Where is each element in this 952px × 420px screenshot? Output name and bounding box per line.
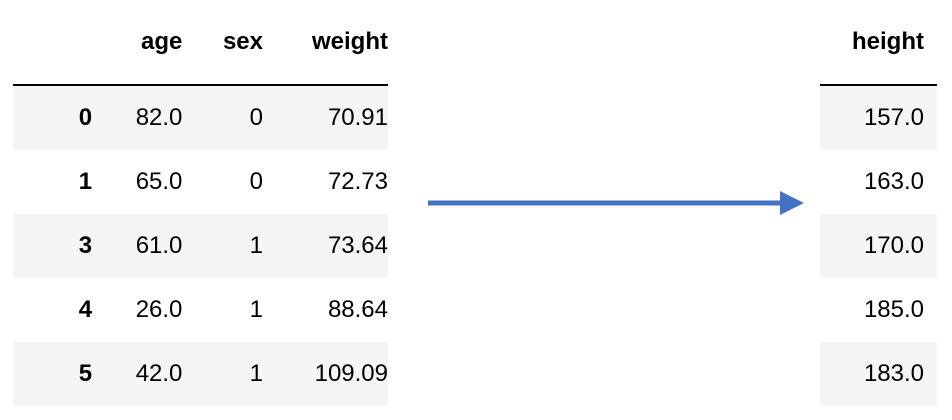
cell-height: 185.0 [863, 296, 924, 323]
table-row: 170.0 [820, 214, 937, 278]
table-row: 1 65.0 0 72.73 [13, 150, 388, 214]
row-index: 4 [78, 296, 93, 323]
table-row: 183.0 [820, 342, 937, 406]
cell-height: 157.0 [863, 104, 924, 131]
cell-age: 61.0 [135, 232, 183, 259]
cell-height: 163.0 [863, 168, 924, 195]
cell-weight: 73.64 [327, 232, 388, 259]
column-header-weight: weight [312, 28, 388, 55]
cell-sex: 1 [249, 232, 263, 259]
table-row: 3 61.0 1 73.64 [13, 214, 388, 278]
cell-sex: 1 [249, 360, 263, 387]
cell-sex: 0 [249, 168, 263, 195]
column-header-age: age [141, 28, 183, 55]
cell-weight: 70.91 [327, 104, 388, 131]
cell-sex: 0 [249, 104, 263, 131]
cell-age: 82.0 [135, 104, 183, 131]
features-table: age sex weight 0 82.0 0 70.91 1 65.0 0 7… [13, 0, 388, 406]
row-index: 1 [78, 168, 93, 195]
cell-height: 170.0 [863, 232, 924, 259]
table-row: 163.0 [820, 150, 937, 214]
target-table: height 157.0 163.0 170.0 185.0 183.0 [820, 0, 937, 406]
column-header-height: height [852, 28, 924, 55]
table-row: 0 82.0 0 70.91 [13, 85, 388, 150]
cell-age: 42.0 [135, 360, 183, 387]
cell-weight: 88.64 [327, 296, 388, 323]
table-row: 4 26.0 1 88.64 [13, 278, 388, 342]
arrow-head [780, 191, 804, 215]
row-index: 5 [78, 360, 93, 387]
table-row: 157.0 [820, 85, 937, 150]
table-header-row: height [820, 0, 937, 85]
table-row: 5 42.0 1 109.09 [13, 342, 388, 406]
cell-age: 65.0 [135, 168, 183, 195]
table-row: 185.0 [820, 278, 937, 342]
column-header-sex: sex [222, 28, 263, 55]
table-header-row: age sex weight [13, 0, 388, 85]
cell-age: 26.0 [135, 296, 183, 323]
cell-weight: 72.73 [327, 168, 388, 195]
cell-weight: 109.09 [314, 360, 388, 387]
cell-height: 183.0 [863, 360, 924, 387]
row-index: 0 [78, 104, 93, 131]
cell-sex: 1 [249, 296, 263, 323]
row-index: 3 [78, 232, 93, 259]
